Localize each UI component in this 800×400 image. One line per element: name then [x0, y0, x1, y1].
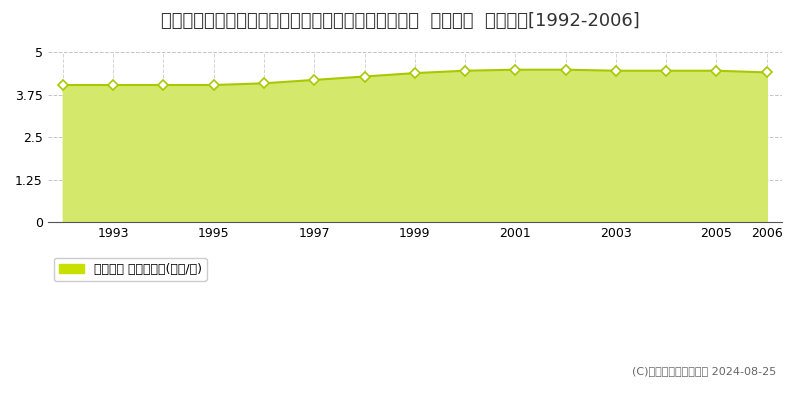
Legend: 地価公示 平均坪単価(万円/坪): 地価公示 平均坪単価(万円/坪) [54, 258, 207, 281]
Text: (C)土地価格ドットコム 2024-08-25: (C)土地価格ドットコム 2024-08-25 [632, 366, 776, 376]
Text: 岩手県柴波郡矢巾町大字赤林第１７地割字林崎８番６  地価公示  地価推移[1992-2006]: 岩手県柴波郡矢巾町大字赤林第１７地割字林崎８番６ 地価公示 地価推移[1992-… [161, 12, 639, 30]
